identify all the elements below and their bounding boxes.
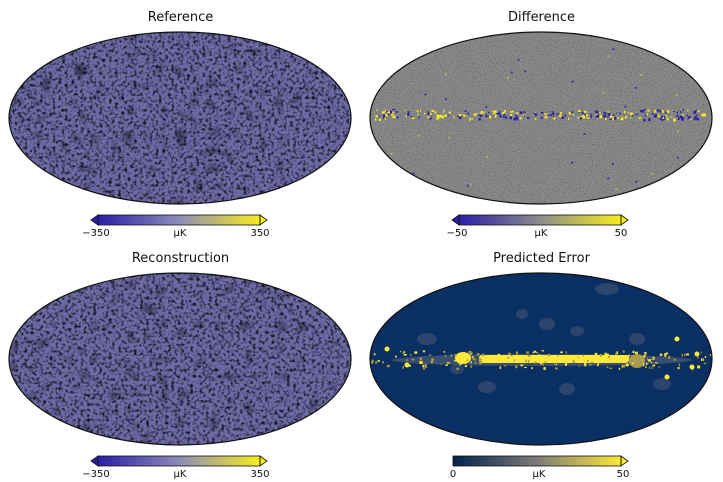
colorbar-max-label: 50 [616,469,630,480]
colorbar-unit-label: μK [534,228,548,239]
panel-reference: Reference −350 μK 350 [0,0,361,241]
colorbar-predicted-error: 0 μK 50 [449,454,631,480]
panel-title: Reference [147,10,214,25]
panel-title: Predicted Error [493,251,590,266]
colorbar-min-label: 0 [449,469,457,480]
colorbar-unit-label: μK [532,469,546,480]
colorbar-unit-label: μK [173,228,187,239]
colorbar-min-label: −50 [446,228,468,239]
panel-title: Reconstruction [131,251,230,266]
colorbar-reconstruction: −350 μK 350 [82,454,270,480]
colorbar-unit-label: μK [173,469,187,480]
panel-title: Difference [507,10,576,25]
colorbar-min-label: −350 [82,469,110,480]
mollweide-map-difference [369,31,713,205]
colorbar-min-label: −350 [82,228,110,239]
colorbar-max-label: 50 [614,228,628,239]
panel-difference: Difference −50 μK 50 [361,0,722,241]
colorbar-max-label: 350 [250,228,270,239]
mollweide-map-predicted-error [369,272,713,446]
colorbar-difference: −50 μK 50 [446,213,631,239]
mollweide-map-reference [8,31,352,205]
mollweide-map-reconstruction [8,272,352,446]
colorbar-max-label: 350 [250,469,270,480]
colorbar-reference: −350 μK 350 [82,213,270,239]
panel-reconstruction: Reconstruction −350 μK 350 [0,241,361,482]
panel-predicted-error: Predicted Error 0 μK 50 [361,241,722,482]
